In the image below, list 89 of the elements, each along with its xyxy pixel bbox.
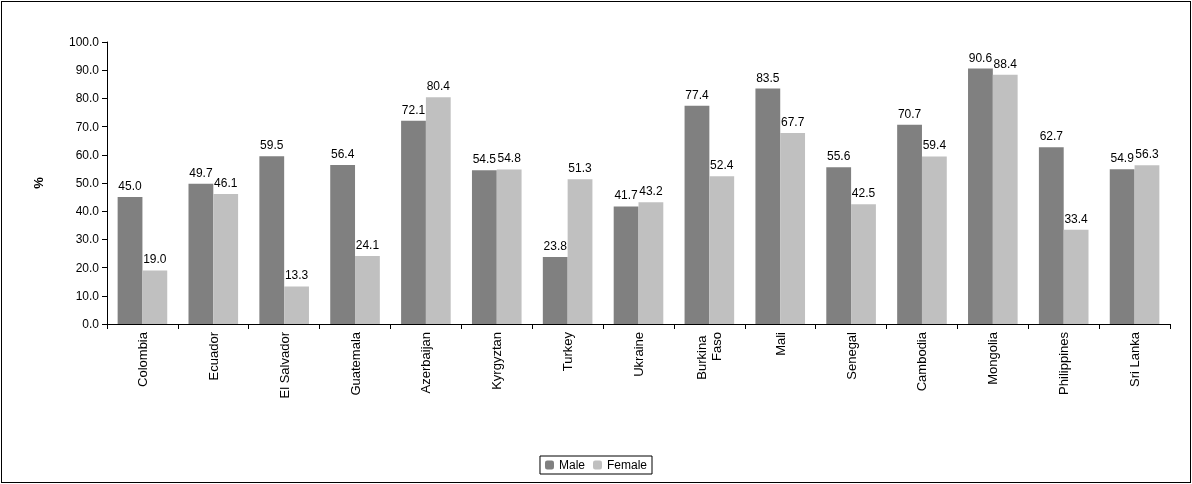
- x-tick-label: Guatemala: [347, 331, 363, 396]
- bar: [709, 176, 735, 324]
- data-label: 59.4: [922, 138, 947, 153]
- bar: [755, 88, 781, 324]
- y-tick-label: 80.0: [75, 91, 100, 106]
- bar: [1109, 169, 1135, 324]
- bar: [1038, 147, 1064, 324]
- data-label: 54.5: [472, 152, 497, 167]
- bar: [188, 183, 214, 324]
- x-tick-label: Senegal: [843, 331, 859, 380]
- data-label: 13.3: [284, 268, 309, 283]
- data-label: 46.1: [214, 176, 238, 190]
- data-label: 72.1: [401, 102, 426, 117]
- y-tick-label: 90.0: [75, 63, 100, 78]
- y-tick-label: 60.0: [75, 147, 100, 162]
- data-label: 55.6: [827, 149, 851, 164]
- bar: [1063, 229, 1089, 324]
- y-tick-label: 10.0: [75, 288, 100, 303]
- bar: [142, 270, 168, 324]
- bar: [638, 202, 664, 324]
- data-label: 52.4: [710, 158, 734, 173]
- x-tick-label: Mongolia: [985, 331, 1001, 385]
- x-tick-label: Kyrgyztan: [489, 332, 505, 390]
- data-label: 33.4: [1064, 211, 1089, 226]
- bar: [259, 156, 285, 324]
- bar: [471, 170, 497, 324]
- x-tick-label: Ukraine: [631, 332, 646, 377]
- data-label: 67.7: [780, 115, 805, 130]
- data-label: 88.4: [993, 56, 1018, 71]
- data-label: 59.5: [260, 138, 284, 153]
- data-label: 42.5: [851, 186, 876, 201]
- x-tick-label: Sri Lanka: [1127, 331, 1143, 387]
- bar: [780, 133, 806, 324]
- bar: [684, 105, 710, 324]
- bar: [567, 179, 593, 324]
- x-tick-label: Philippines: [1056, 331, 1072, 395]
- bar: [330, 164, 356, 324]
- bar: [284, 286, 309, 324]
- x-tick-label: El Salvador: [276, 331, 292, 399]
- x-tick-label: Mali: [772, 331, 788, 356]
- bar: [425, 97, 451, 324]
- data-label: 24.1: [355, 238, 380, 253]
- bar: [1134, 165, 1160, 324]
- bar: [992, 74, 1018, 324]
- y-tick-label: 50.0: [75, 176, 100, 190]
- x-tick-label: Colombia: [134, 331, 150, 387]
- data-label: 83.5: [756, 70, 780, 85]
- legend-label: Male: [558, 458, 586, 472]
- y-tick-label: 0.0: [82, 317, 100, 331]
- data-label: 23.8: [543, 238, 568, 253]
- data-label: 49.7: [189, 165, 213, 180]
- bar: [496, 169, 522, 324]
- bar: [355, 256, 380, 324]
- x-tick-label: Turkey: [560, 331, 576, 372]
- data-label: 77.4: [685, 87, 709, 102]
- bar: [921, 156, 947, 324]
- data-label: 70.7: [897, 106, 922, 121]
- x-tick-label: Cambodia: [914, 331, 930, 392]
- bar: [851, 204, 876, 324]
- data-label: 90.6: [968, 50, 993, 65]
- y-tick-label: 30.0: [75, 232, 100, 247]
- bar: [826, 167, 852, 324]
- x-tick-label: Ecuador: [205, 331, 221, 381]
- data-label: 62.7: [1039, 129, 1064, 144]
- data-label: 45.0: [118, 179, 143, 194]
- y-tick-label: 20.0: [75, 260, 100, 275]
- y-tick-label: 100.0: [68, 35, 100, 49]
- legend-label: Female: [607, 458, 648, 472]
- data-label: 56.4: [330, 146, 355, 161]
- bar: [542, 256, 568, 324]
- data-label: 19.0: [143, 252, 167, 267]
- y-tick-label: 40.0: [75, 204, 100, 219]
- data-label: 54.9: [1110, 151, 1135, 166]
- bar: [213, 194, 239, 324]
- bar: [897, 124, 922, 324]
- data-label: 56.3: [1135, 147, 1159, 162]
- data-label: 41.7: [614, 188, 639, 203]
- data-label: 80.4: [426, 79, 451, 94]
- bar: [613, 206, 639, 324]
- data-label: 54.8: [497, 151, 522, 166]
- data-label: 51.3: [568, 161, 593, 176]
- data-label: 43.2: [639, 184, 663, 199]
- y-axis-title: %: [31, 176, 46, 189]
- x-tick-label: Burkina Faso: [694, 332, 725, 380]
- bar: [117, 197, 143, 324]
- x-tick-label: Azerbaijan: [418, 332, 434, 394]
- bar: [401, 120, 426, 324]
- y-tick-label: 70.0: [75, 119, 100, 134]
- bar: [968, 68, 993, 324]
